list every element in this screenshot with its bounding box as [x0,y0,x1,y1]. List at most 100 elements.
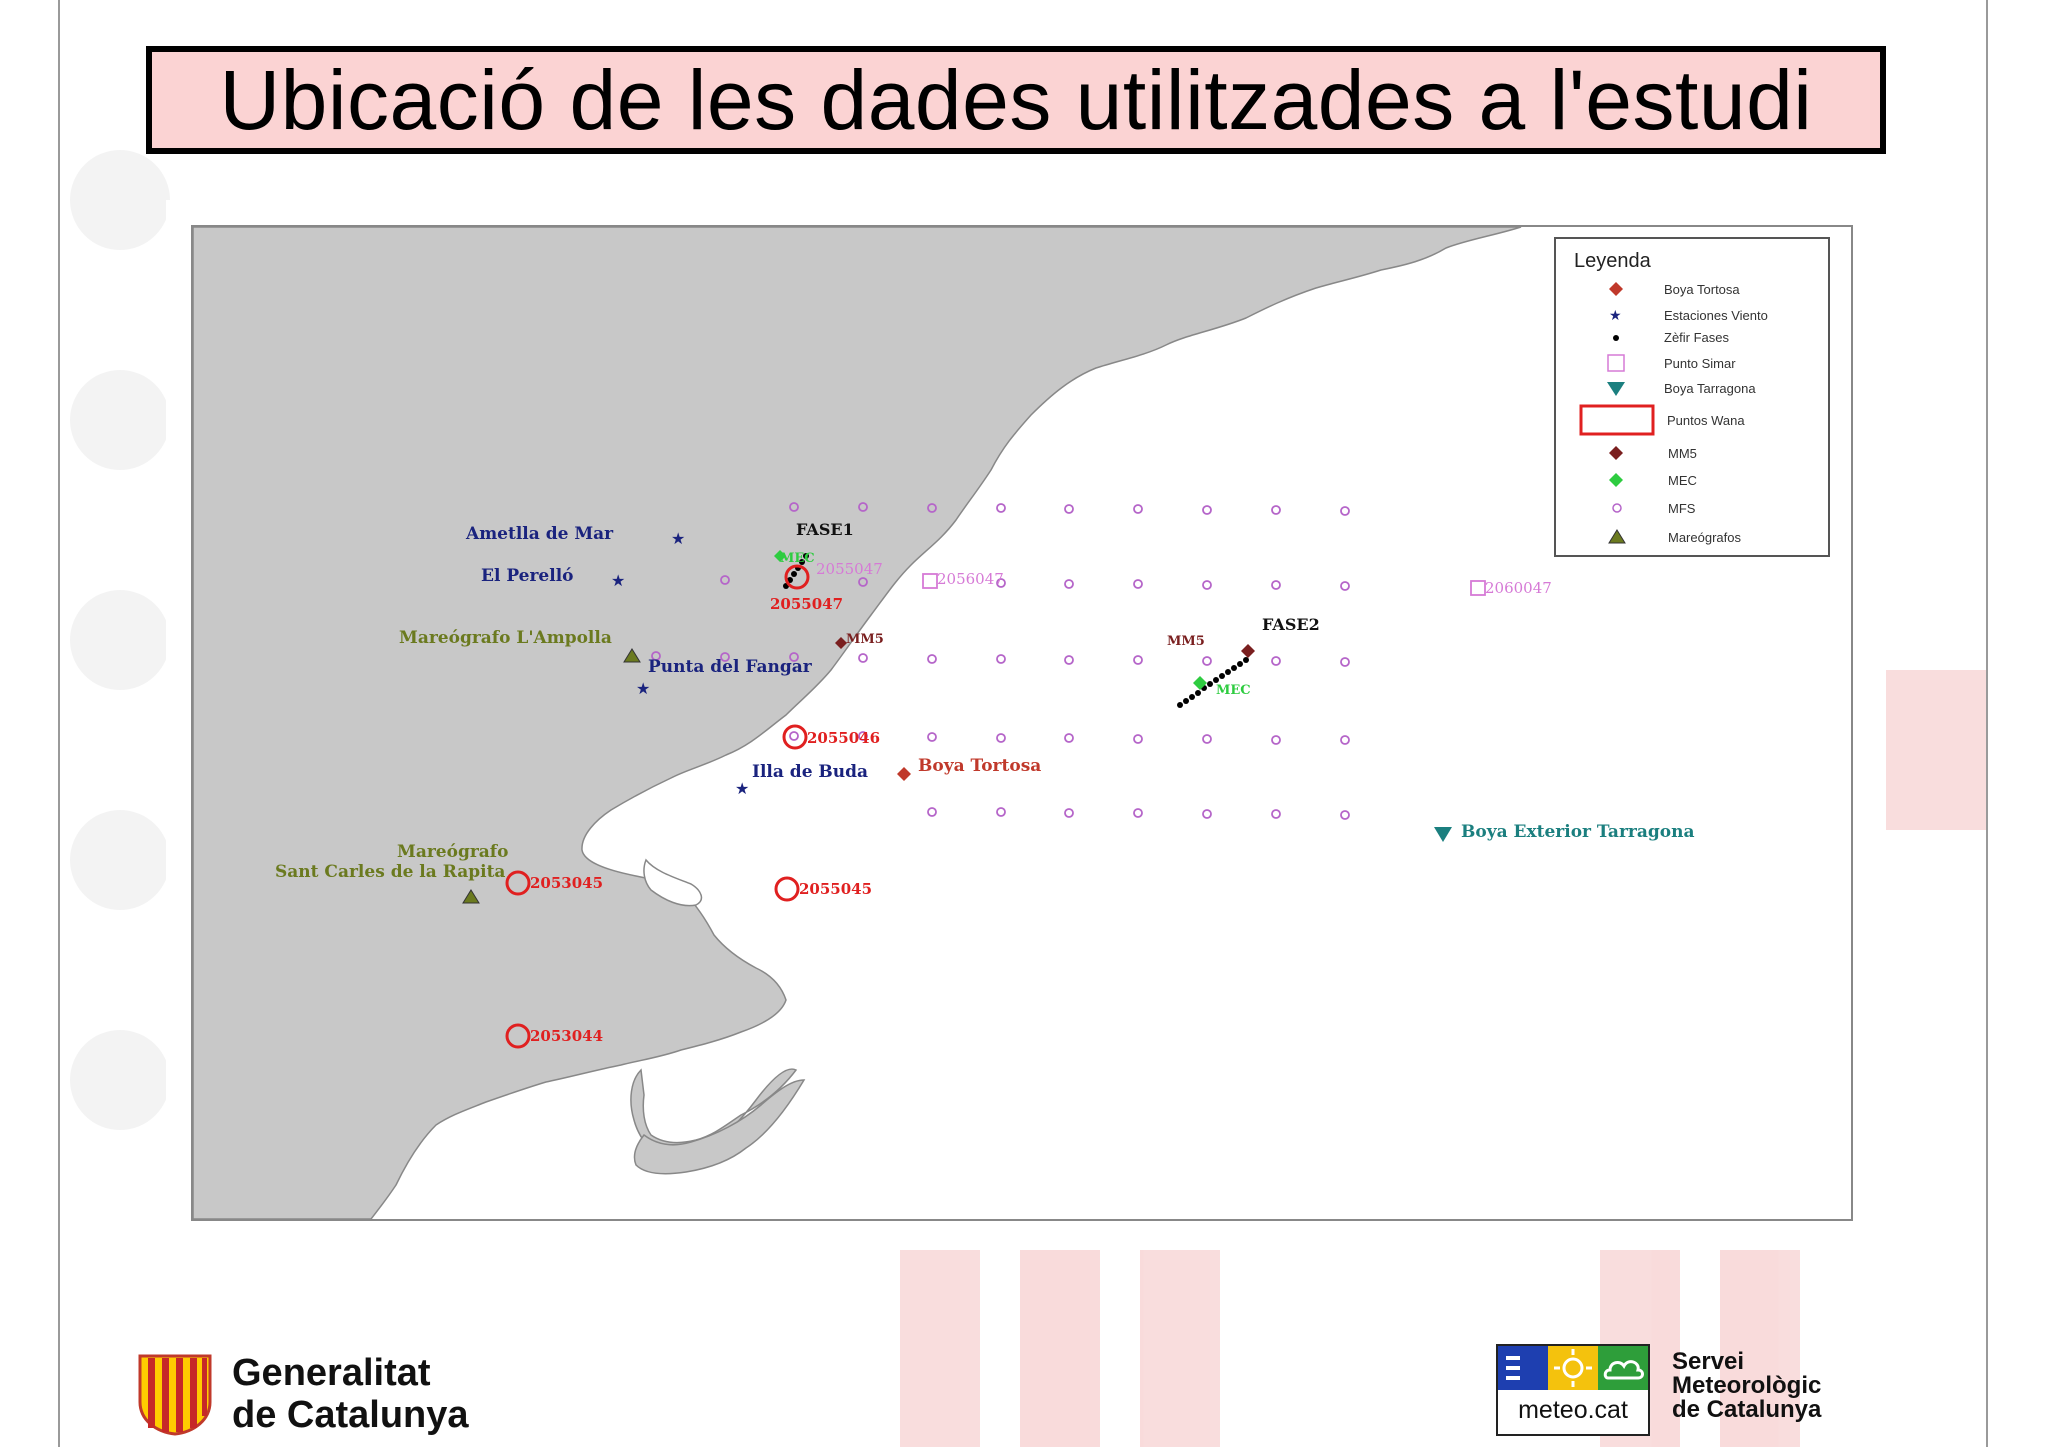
legend-label: Zèfir Fases [1664,330,1730,345]
mfs-point [1064,733,1074,743]
slide-title: Ubicació de les dades utilitzades a l'es… [219,52,1813,147]
mfs-point [720,575,730,585]
smc-name: Servei Meteorològic de Catalunya [1672,1350,1821,1422]
mfs-point [996,733,1006,743]
zefir-fase2 [1177,657,1249,708]
label-fase1: FASE1 [796,520,854,539]
mm5-marker [835,637,847,649]
legend-label: Estaciones Viento [1664,308,1768,323]
simar-square [922,573,938,589]
mm5-markers [835,637,1255,658]
label-fase2: FASE2 [1262,615,1320,634]
boya-tarragona-marker [1434,827,1452,842]
smc-url: meteo.cat [1518,1396,1628,1424]
legend-label: MEC [1668,473,1697,488]
mec-markers [774,550,1207,690]
mfs-point [1340,506,1350,516]
label-punta-fangar: Punta del Fangar [648,657,813,677]
label-mm5-1: MM5 [846,632,884,647]
place-labels: Ametlla de Mar El Perelló Mareógrafo L'A… [275,524,1694,882]
mfs-point [1271,580,1281,590]
spit-lagoon [633,1079,806,1175]
label-wana-2055047-lower: 2055047 [770,595,843,613]
label-simar-2055047: 2055047 [816,560,883,578]
wana-circle [774,876,800,902]
mfs-point [789,652,799,662]
mareografo-ampolla-marker [623,648,641,663]
legend-star-icon: ★ [1609,308,1622,324]
mfs-point [1133,655,1143,665]
mareografo-rapita-marker [462,889,480,904]
simar-points [922,573,1486,596]
label-mm5-2: MM5 [1167,634,1205,649]
simar-square [1470,580,1486,596]
mfs-point [1133,504,1143,514]
label-boya-tortosa: Boya Tortosa [918,756,1041,776]
mfs-point [789,731,799,741]
mfs-point [927,654,937,664]
land-mass [192,226,1522,1220]
generalitat-line2: de Catalunya [232,1394,469,1436]
star-icon: ★ [671,529,685,548]
label-boya-tarragona: Boya Exterior Tarragona [1461,822,1694,842]
generalitat-logo: Generalitat de Catalunya [136,1352,516,1436]
mfs-point [1133,734,1143,744]
title-box: Ubicació de les dades utilitzades a l'es… [146,46,1886,154]
sun-icon [1548,1346,1598,1390]
legend-label: Punto Simar [1664,356,1736,371]
legend-boya-tarragona-icon [1607,382,1625,396]
mfs-point [858,577,868,587]
legend-box [1554,237,1830,557]
mfs-point [1271,656,1281,666]
mfs-point [1202,580,1212,590]
mfs-point [1271,505,1281,515]
mfs-point [651,651,661,661]
model-labels: FASE1 FASE2 MM5 MM5 MEC MEC [780,520,1320,698]
legend-simar-icon [1607,354,1625,372]
mfs-point [720,652,730,662]
label-perello: El Perelló [481,566,574,586]
mfs-point [1064,808,1074,818]
mfs-point [927,503,937,513]
mfs-point [927,732,937,742]
mfs-point [1340,657,1350,667]
map-figure: ★ ★ ★ ★ Ametlla de Mar El Perelló Mareóg… [191,225,1853,1221]
star-icon: ★ [636,679,650,698]
wana-labels: 2055047 2055046 2053045 2055045 2053044 [530,595,880,1045]
label-mareografo-ampolla: Mareógrafo L'Ampolla [399,628,612,648]
legend-mareografo-icon [1608,529,1626,544]
mfs-point [1133,579,1143,589]
smc-badge: meteo.cat [1496,1344,1650,1436]
generalitat-line1: Generalitat [232,1352,431,1394]
mfs-point [858,653,868,663]
mfs-point [927,807,937,817]
mfs-point [1133,808,1143,818]
mfs-point [789,502,799,512]
label-ametlla: Ametlla de Mar [465,524,614,544]
mfs-point [1064,504,1074,514]
mfs-point [1271,809,1281,819]
label-mareografo-rapita-1: Mareógrafo [397,842,508,862]
smc-logo: meteo.cat Servei Meteorològic de Catalun… [1496,1344,1848,1436]
legend-boya-tortosa-icon [1609,282,1623,296]
wana-circle [784,564,810,590]
label-wana-2055045: 2055045 [799,880,872,898]
legend-label: MM5 [1668,446,1697,461]
boya-tortosa-marker [897,767,911,781]
mfs-point [996,578,1006,588]
smc-line1: Servei [1672,1348,1745,1375]
legend-wana-icon [1579,404,1655,436]
wana-circle [782,724,808,750]
map-legend: Leyenda Boya Tortosa ★ Estaciones Viento… [1554,237,1830,557]
menu-lines-icon [1498,1346,1548,1390]
legend-label: MFS [1668,501,1696,516]
slide-frame [58,0,1988,1447]
label-simar-2060047: 2060047 [1485,579,1552,597]
mfs-point [1340,810,1350,820]
wana-circle [505,870,531,896]
legend-mm5-icon [1609,446,1623,460]
mec-marker [1193,676,1207,690]
mfs-point [1340,735,1350,745]
cloud-icon [1598,1346,1648,1390]
mfs-point [1271,735,1281,745]
